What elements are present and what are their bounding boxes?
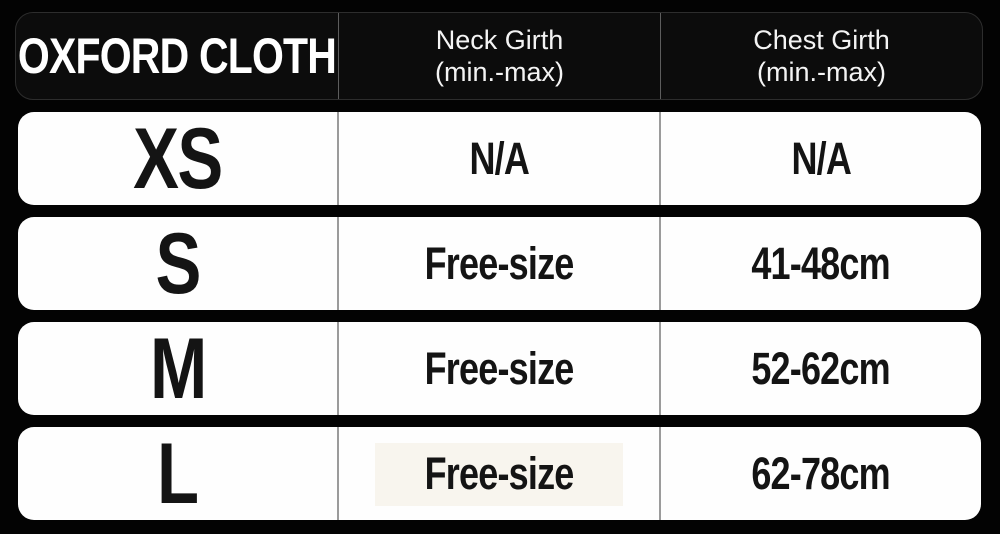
neck-girth-value: Free-size	[424, 448, 575, 499]
chest-girth-cell: 41-48cm	[659, 217, 981, 310]
header-cell-neck-girth: Neck Girth (min.-max)	[338, 13, 660, 99]
chest-girth-value: 62-78cm	[751, 448, 891, 499]
neck-girth-value: N/A	[469, 133, 529, 184]
chest-girth-value: 52-62cm	[751, 343, 891, 394]
table-row-m: M Free-size 52-62cm	[18, 322, 981, 415]
chest-girth-cell: N/A	[659, 112, 981, 205]
size-cell: S	[18, 217, 337, 310]
header-cell-chest-girth: Chest Girth (min.-max)	[660, 13, 982, 99]
table-header-row: OXFORD CLOTH Neck Girth (min.-max) Chest…	[15, 12, 983, 100]
table-row-s: S Free-size 41-48cm	[18, 217, 981, 310]
chest-girth-value: N/A	[791, 133, 851, 184]
neck-girth-cell: Free-size	[337, 217, 659, 310]
size-cell: M	[18, 322, 337, 415]
neck-girth-range-label: (min.-max)	[435, 57, 564, 87]
size-cell: XS	[18, 112, 337, 205]
size-label: M	[149, 322, 207, 415]
chest-girth-cell: 62-78cm	[659, 427, 981, 520]
neck-girth-label: Neck Girth	[435, 25, 564, 55]
neck-girth-value: Free-size	[424, 238, 575, 289]
table-row-l: L Free-size 62-78cm	[18, 427, 981, 520]
size-cell: L	[18, 427, 337, 520]
neck-girth-cell: N/A	[337, 112, 659, 205]
cream-highlight-patch	[375, 443, 623, 506]
neck-girth-cell: Free-size	[337, 322, 659, 415]
size-label: S	[155, 217, 201, 310]
neck-girth-cell: Free-size	[337, 427, 659, 520]
header-cell-brand: OXFORD CLOTH	[16, 13, 338, 99]
size-label: XS	[133, 112, 223, 205]
chest-girth-cell: 52-62cm	[659, 322, 981, 415]
brand-title: OXFORD CLOTH	[17, 28, 337, 84]
chest-girth-label: Chest Girth	[753, 25, 890, 55]
neck-girth-value: Free-size	[424, 343, 575, 394]
chest-girth-value: 41-48cm	[751, 238, 891, 289]
chest-girth-range-label: (min.-max)	[757, 57, 886, 87]
size-label: L	[157, 427, 199, 520]
table-row-xs: XS N/A N/A	[18, 112, 981, 205]
